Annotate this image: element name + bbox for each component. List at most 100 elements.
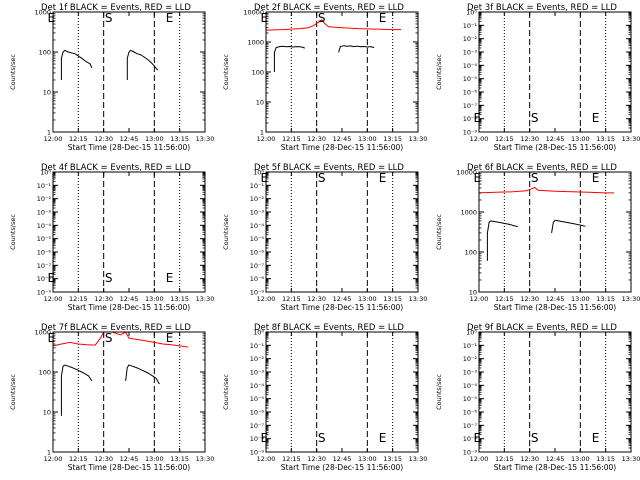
x-tick-label: 13:30 xyxy=(409,455,428,463)
y-tick-label: 10⁻⁶ xyxy=(250,249,265,257)
x-tick-label: 12:00 xyxy=(44,295,63,303)
x-axis-label: Start Time (28-Dec-15 11:56:00) xyxy=(494,463,616,472)
plot-frame xyxy=(52,331,206,453)
event-marker-label: E xyxy=(379,431,387,445)
plot-frame xyxy=(478,11,632,133)
x-tick-label: 12:45 xyxy=(333,455,352,463)
x-tick-label: 12:45 xyxy=(546,135,565,143)
y-tick-label: 10⁻⁵ xyxy=(250,395,265,403)
x-tick-label: 13:30 xyxy=(409,295,428,303)
events-series-line xyxy=(486,220,518,261)
event-marker-label: S xyxy=(531,171,539,185)
events-series-line xyxy=(125,364,160,385)
y-tick-label: 10⁻⁹ xyxy=(463,129,478,137)
detector-panel: Det 8f BLACK = Events, RED = LLD Counts/s… xyxy=(222,323,427,472)
x-tick-label: 13:00 xyxy=(358,135,377,143)
x-tick-label: 13:15 xyxy=(596,295,615,303)
x-tick-label: 12:15 xyxy=(69,295,88,303)
x-tick-label: 13:30 xyxy=(196,455,215,463)
x-tick-label: 13:15 xyxy=(170,455,189,463)
detector-panel: Det 9f BLACK = Events, RED = LLD Counts/s… xyxy=(435,323,640,472)
x-tick-label: 12:30 xyxy=(520,455,539,463)
x-tick-label: 13:30 xyxy=(622,295,640,303)
event-marker-label: E xyxy=(474,171,482,185)
x-tick-label: 13:00 xyxy=(571,455,590,463)
x-axis-label: Start Time (28-Dec-15 11:56:00) xyxy=(494,303,616,312)
x-tick-label: 12:00 xyxy=(257,455,276,463)
detector-panel: Det 7f BLACK = Events, RED = LLD Counts/s… xyxy=(9,323,214,472)
y-tick-label: 10⁻³ xyxy=(463,49,478,57)
y-tick-label: 10⁻⁵ xyxy=(463,75,478,83)
event-marker-label: S xyxy=(318,11,326,25)
event-marker-label: E xyxy=(261,11,269,25)
y-tick-label: 10⁻⁵ xyxy=(37,235,52,243)
panel-title: Det 5f BLACK = Events, RED = LLD xyxy=(254,163,404,173)
x-tick-label: 13:30 xyxy=(622,135,640,143)
y-tick-label: 10⁻⁸ xyxy=(463,435,478,443)
x-tick-label: 12:30 xyxy=(520,295,539,303)
x-tick-label: 12:00 xyxy=(470,135,489,143)
panel-title: Det 8f BLACK = Events, RED = LLD xyxy=(254,323,404,333)
y-tick-label: 10⁻⁶ xyxy=(463,409,478,417)
event-marker-label: E xyxy=(261,431,269,445)
x-tick-label: 13:15 xyxy=(383,135,402,143)
x-tick-label: 12:45 xyxy=(333,135,352,143)
detector-panel: Det 5f BLACK = Events, RED = LLD Counts/s… xyxy=(222,163,427,312)
x-tick-label: 12:45 xyxy=(546,295,565,303)
y-tick-label: 10⁻¹ xyxy=(463,342,478,350)
event-marker-label: E xyxy=(261,171,269,185)
x-tick-label: 12:00 xyxy=(257,135,276,143)
plot-frame xyxy=(52,11,206,133)
y-tick-label: 10⁻⁴ xyxy=(250,382,265,390)
y-tick-label: 10⁻⁶ xyxy=(250,409,265,417)
x-tick-label: 12:30 xyxy=(94,455,113,463)
y-tick-label: 10 xyxy=(43,409,51,417)
y-tick-label: 1 xyxy=(260,129,264,137)
panel-title: Det 3f BLACK = Events, RED = LLD xyxy=(467,3,617,13)
x-tick-label: 13:00 xyxy=(145,455,164,463)
x-axis-label: Start Time (28-Dec-15 11:56:00) xyxy=(68,463,190,472)
event-marker-label: E xyxy=(48,331,56,345)
y-tick-label: 10⁻² xyxy=(463,35,478,43)
event-marker-label: S xyxy=(105,11,113,25)
event-marker-label: S xyxy=(105,331,113,345)
x-tick-label: 13:30 xyxy=(622,455,640,463)
y-tick-label: 10⁰ xyxy=(40,169,51,177)
y-tick-label: 1000 xyxy=(34,329,51,337)
x-tick-label: 12:45 xyxy=(333,295,352,303)
x-tick-label: 12:15 xyxy=(282,135,301,143)
y-tick-label: 10⁻² xyxy=(250,195,265,203)
y-tick-label: 10000 xyxy=(243,9,264,17)
x-tick-label: 13:30 xyxy=(409,135,428,143)
x-tick-label: 13:00 xyxy=(145,135,164,143)
x-tick-label: 12:45 xyxy=(120,455,139,463)
y-tick-label: 10⁻³ xyxy=(250,209,265,217)
x-tick-label: 13:00 xyxy=(571,135,590,143)
lld-series-line xyxy=(478,186,615,194)
event-marker-label: E xyxy=(379,171,387,185)
events-series-line xyxy=(338,45,375,53)
panel-title: Det 1f BLACK = Events, RED = LLD xyxy=(41,3,191,13)
x-tick-label: 12:15 xyxy=(69,135,88,143)
panel-title: Det 2f BLACK = Events, RED = LLD xyxy=(254,3,404,13)
x-tick-label: 12:45 xyxy=(120,295,139,303)
plot-frame xyxy=(265,171,419,293)
x-tick-label: 13:15 xyxy=(383,295,402,303)
event-marker-label: S xyxy=(531,111,539,125)
y-tick-label: 10⁻⁹ xyxy=(250,289,265,297)
events-series-line xyxy=(273,45,306,72)
y-tick-label: 10⁻⁸ xyxy=(250,275,265,283)
y-tick-label: 10⁻³ xyxy=(250,369,265,377)
y-axis-label: Counts/sec xyxy=(222,214,230,250)
event-marker-label: E xyxy=(474,111,482,125)
detector-panel: Det 1f BLACK = Events, RED = LLD Counts/s… xyxy=(9,3,214,152)
y-tick-label: 10⁻⁵ xyxy=(463,395,478,403)
y-tick-label: 10⁻⁸ xyxy=(463,115,478,123)
y-tick-label: 10⁻² xyxy=(37,195,52,203)
y-tick-label: 10⁰ xyxy=(253,329,264,337)
x-tick-label: 13:15 xyxy=(383,455,402,463)
detector-panel: Det 6f BLACK = Events, RED = LLD Counts/s… xyxy=(435,163,640,312)
y-axis-label: Counts/sec xyxy=(222,54,230,90)
event-marker-label: E xyxy=(474,431,482,445)
events-series-line xyxy=(60,364,93,416)
